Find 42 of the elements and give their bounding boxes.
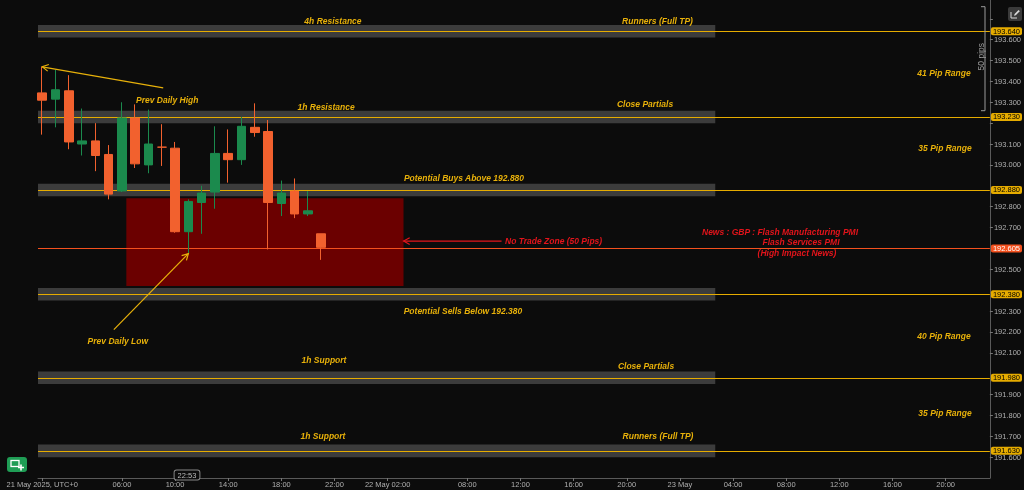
annotation: 35 Pip Range	[918, 143, 972, 153]
annotation: Prev Daily Low	[87, 335, 150, 346]
annotation: Runners (Full TP)	[622, 431, 694, 441]
candlestick	[197, 185, 206, 235]
candlestick	[210, 125, 220, 210]
candlestick	[250, 102, 260, 138]
candlestick	[237, 116, 246, 166]
candlestick	[104, 144, 113, 200]
annotation: 41 Pip Range	[916, 68, 971, 78]
annotation: 1h Support	[301, 355, 348, 365]
candlestick	[263, 119, 273, 250]
annotation: News : GBP : Flash Manufacturing PMI	[701, 227, 859, 237]
candlestick	[144, 109, 153, 174]
annotation: Close Partials	[617, 361, 675, 372]
annotation: Flash Services PMI	[762, 237, 841, 247]
candlestick	[277, 180, 286, 217]
annotation: 1h Support	[300, 431, 347, 441]
candlestick	[77, 108, 87, 157]
candlestick	[316, 233, 326, 261]
candlestick	[184, 198, 193, 255]
annotation: No Trade Zone (50 Pips)	[505, 236, 603, 247]
annotation: Potential Sells Below 192.380	[403, 306, 523, 316]
annotation: Potential Buys Above 192.880	[403, 173, 525, 183]
annotation: Prev Daily High	[136, 94, 199, 105]
annotation: (High Impact News)	[757, 247, 837, 258]
candlestick	[170, 141, 180, 234]
candlestick	[117, 101, 127, 193]
annotation: 4h Resistance	[303, 15, 362, 26]
candlestick	[303, 190, 313, 217]
annotation: 1h Resistance	[297, 102, 355, 113]
candlestick	[157, 123, 167, 167]
annotation: 35 Pip Range	[918, 408, 972, 418]
candlestick	[290, 177, 299, 219]
candlestick	[130, 103, 140, 169]
candlestick	[51, 69, 60, 128]
annotation: 40 Pip Range	[916, 331, 971, 341]
annotation: 50 pips	[975, 42, 986, 71]
annotation: Runners (Full TP)	[622, 15, 694, 26]
candlestick	[64, 74, 74, 150]
candlestick	[91, 122, 100, 172]
candlestick	[223, 128, 233, 184]
annotation: Close Partials	[616, 99, 674, 109]
